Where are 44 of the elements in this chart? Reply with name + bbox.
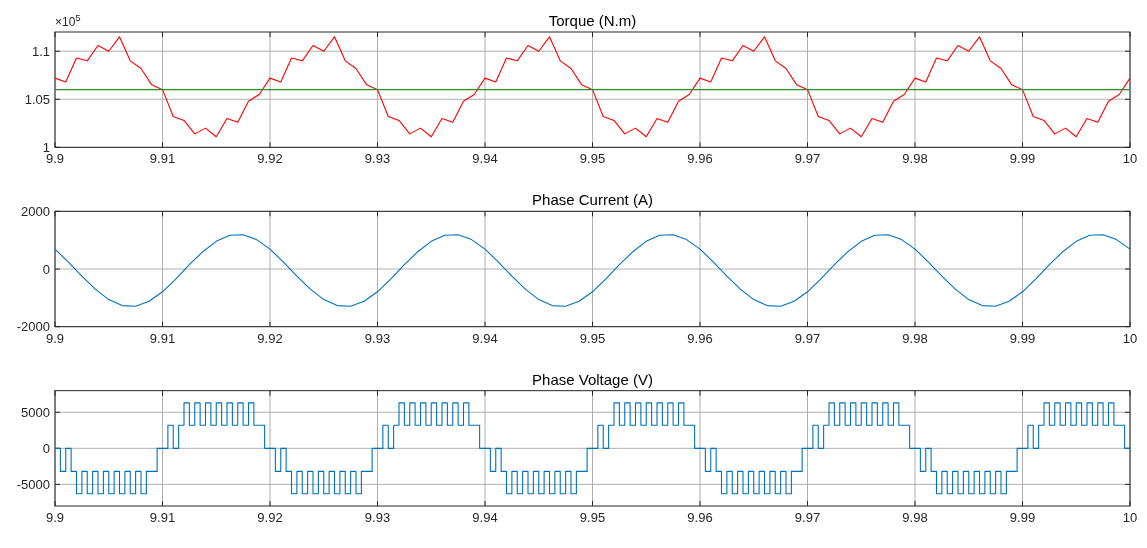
- x-tick-label: 9.92: [257, 510, 283, 525]
- x-tick-label: 9.95: [579, 330, 606, 346]
- x-tick-label: 9.93: [364, 510, 391, 525]
- text: ×10$^{5}$: [55, 11, 81, 29]
- x-tick-label: 9.93: [364, 330, 391, 346]
- y-tick-label: 0: [42, 261, 50, 277]
- x-tick-label: 10: [1122, 151, 1138, 167]
- x-tick-label: 9.92: [257, 330, 283, 346]
- x-tick-label: 9.97: [794, 151, 821, 167]
- x-tick-label: 9.98: [902, 510, 928, 525]
- x-tick-label: 9.91: [149, 330, 176, 346]
- x-tick-label: 9.96: [687, 510, 713, 525]
- x-tick-label: 9.97: [794, 330, 821, 346]
- y-tick-label: 0: [42, 440, 50, 456]
- line-series: [54, 234, 1131, 307]
- x-tick-label: 10: [1122, 330, 1138, 346]
- x-tick-label: 9.98: [902, 330, 928, 346]
- x-tick-label: 10: [1122, 510, 1138, 525]
- x-tick-label: 9.99: [1009, 330, 1036, 346]
- line-series: [54, 36, 1131, 138]
- x-tick-label: 9.96: [687, 151, 713, 167]
- x-tick-label: 9.96: [687, 330, 713, 346]
- y-tick-label: 5000: [21, 404, 50, 420]
- x-tick-label: 9.92: [257, 151, 283, 167]
- y-tick-label: 1.1: [31, 43, 50, 59]
- x-tick-label: 9.91: [149, 510, 176, 525]
- x-tick-label: 9.95: [579, 510, 606, 525]
- x-tick-label: 9.94: [472, 151, 498, 167]
- y-tick-label: 1.05: [24, 91, 50, 107]
- chart-title: Phase Voltage (V): [532, 370, 653, 388]
- x-tick-label: 9.94: [472, 510, 498, 525]
- chart-title: Phase Current (A): [532, 191, 653, 209]
- x-tick-label: 9.9: [45, 510, 65, 525]
- x-tick-label: 9.98: [902, 151, 928, 167]
- x-tick-label: 9.97: [794, 510, 821, 525]
- x-tick-label: 9.93: [364, 151, 391, 167]
- x-tick-label: 9.95: [579, 151, 606, 167]
- chart-title: Torque (N.m): [548, 12, 637, 29]
- y-tick-label: -5000: [16, 476, 50, 492]
- y-tick-label: 2000: [21, 203, 50, 219]
- x-tick-label: 9.94: [472, 330, 498, 346]
- x-tick-label: 9.99: [1009, 151, 1036, 167]
- x-tick-label: 9.91: [149, 151, 176, 167]
- x-tick-label: 9.99: [1009, 510, 1036, 525]
